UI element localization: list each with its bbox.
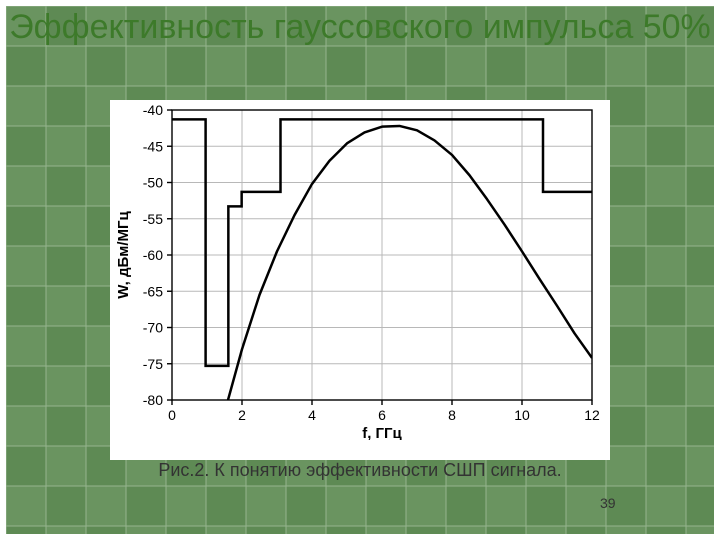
- svg-text:0: 0: [168, 407, 176, 423]
- svg-text:4: 4: [308, 407, 316, 423]
- svg-text:8: 8: [448, 407, 456, 423]
- svg-text:-60: -60: [143, 247, 163, 263]
- svg-text:-45: -45: [143, 138, 163, 154]
- svg-text:-55: -55: [143, 211, 163, 227]
- chart-figure: 0 2 4 6 8 10 12 -80 -75 -70 -65 -60 -55 -50 -45 -40 f, Г…: [110, 100, 610, 460]
- svg-text:W, дБм/МГц: W, дБм/МГц: [115, 210, 132, 298]
- svg-text:f, ГГц: f, ГГц: [362, 425, 402, 440]
- svg-text:-40: -40: [143, 102, 163, 118]
- svg-text:-80: -80: [143, 392, 163, 408]
- svg-text:-70: -70: [143, 320, 163, 336]
- svg-text:10: 10: [514, 407, 530, 423]
- page-number: 39: [600, 495, 616, 511]
- power-spectrum-chart: 0 2 4 6 8 10 12 -80 -75 -70 -65 -60 -55 -50 -45 -40 f, Г…: [110, 100, 610, 440]
- slide-title: Эффективность гауссовского импульса 50%: [0, 8, 720, 47]
- svg-text:12: 12: [584, 407, 600, 423]
- svg-text:-50: -50: [143, 175, 163, 191]
- svg-text:-65: -65: [143, 283, 163, 299]
- svg-text:-75: -75: [143, 356, 163, 372]
- figure-caption: Рис.2. К понятию эффективности СШП сигна…: [110, 460, 610, 481]
- svg-text:6: 6: [378, 407, 386, 423]
- svg-text:2: 2: [238, 407, 246, 423]
